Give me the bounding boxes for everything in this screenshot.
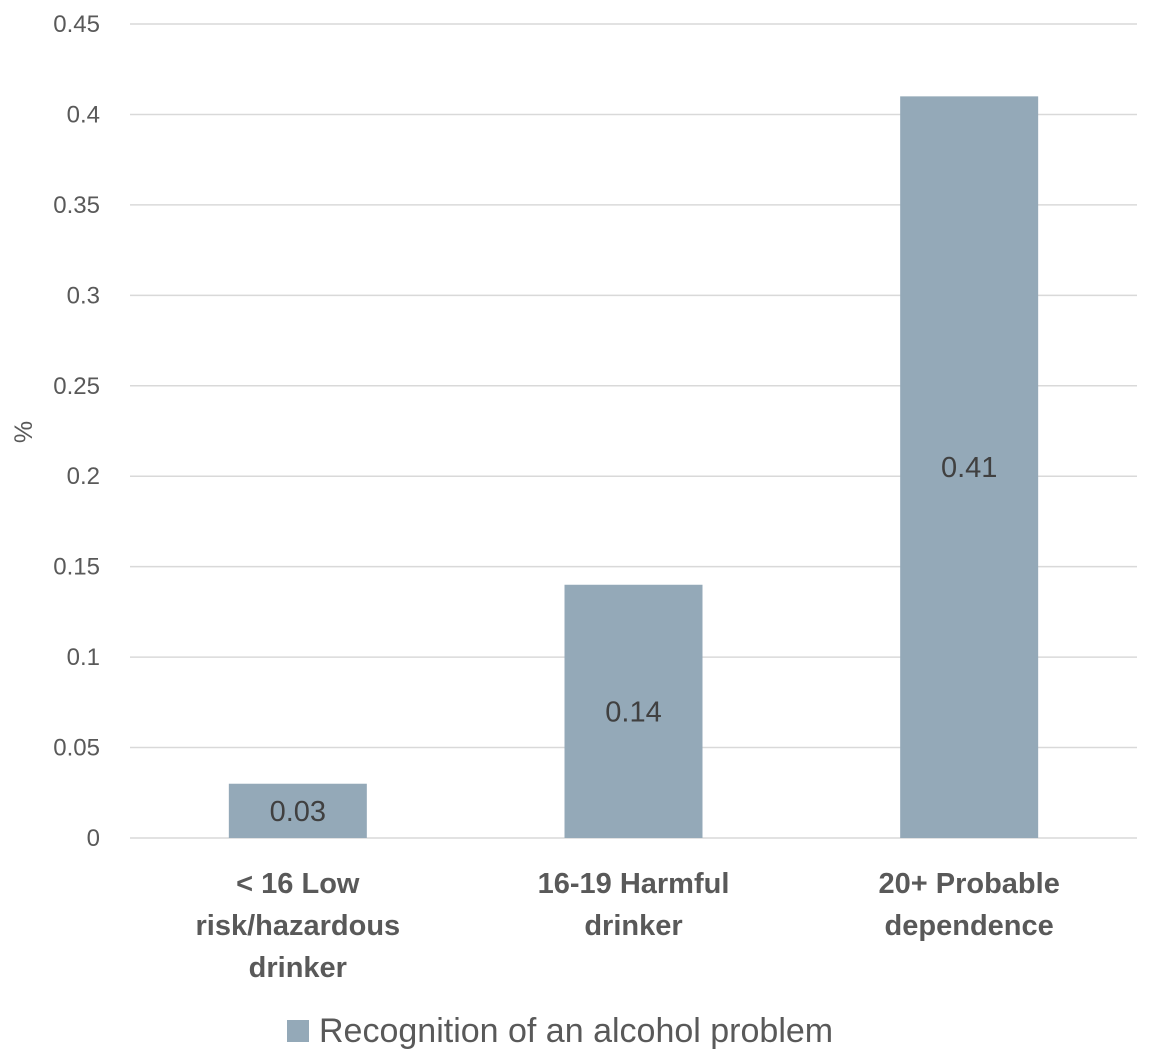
- x-category-label: 20+ Probable dependence: [878, 868, 1059, 942]
- bar: [228, 783, 367, 838]
- y-tick-label: 0: [87, 825, 100, 852]
- y-axis-label: %: [10, 421, 38, 443]
- y-tick-label: 0.05: [53, 735, 100, 762]
- y-tick-label: 0.45: [53, 11, 100, 38]
- data-label: 0.03: [270, 796, 326, 828]
- y-tick-label: 0.4: [67, 101, 100, 128]
- data-label: 0.41: [941, 452, 997, 484]
- y-tick-label: 0.1: [67, 644, 100, 671]
- y-axis-ticks: 0 0.05 0.1 0.15 0.2 0.25 0.3 0.35 0.4 0.45: [53, 11, 100, 852]
- bars: [228, 96, 1039, 839]
- gridlines: [130, 23, 1137, 839]
- bar: [900, 96, 1039, 839]
- legend: Recognition of an alcohol problem: [287, 1012, 833, 1050]
- x-category-label: < 16 Low risk/hazardous drinker: [195, 868, 400, 984]
- data-labels: 0.03 0.14 0.41: [270, 452, 998, 828]
- bar: [564, 584, 703, 838]
- legend-swatch: [287, 1020, 309, 1042]
- y-tick-label: 0.15: [53, 554, 100, 581]
- x-axis-categories: < 16 Low risk/hazardous drinker 16-19 Harmf…: [195, 868, 1059, 984]
- x-category-label: 16-19 Harmful drinker: [538, 868, 730, 942]
- data-label: 0.14: [605, 696, 661, 728]
- y-tick-label: 0.35: [53, 192, 100, 219]
- y-tick-label: 0.3: [67, 282, 100, 309]
- legend-label: Recognition of an alcohol problem: [319, 1012, 833, 1050]
- y-tick-label: 0.25: [53, 373, 100, 400]
- y-tick-label: 0.2: [67, 463, 100, 490]
